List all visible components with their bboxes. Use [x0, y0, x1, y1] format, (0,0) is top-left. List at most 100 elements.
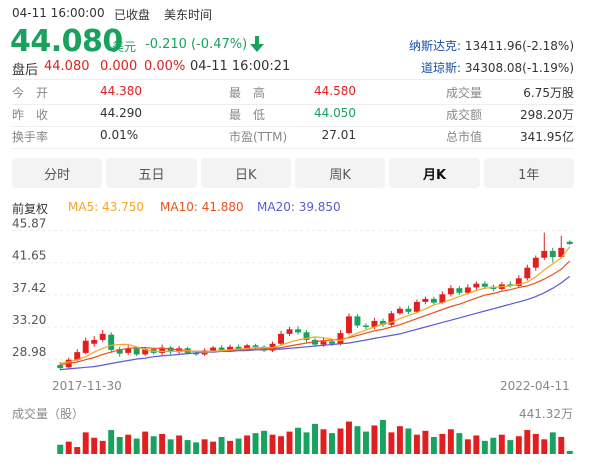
candle-body	[524, 267, 531, 279]
stat-label: 今 开	[12, 86, 49, 100]
after-hours-label: 盘后	[12, 63, 39, 78]
y-tick-label: 28.98	[12, 345, 46, 359]
y-tick-label: 41.65	[12, 249, 46, 263]
tab-period[interactable]: 五日	[106, 158, 197, 188]
volume-bar	[456, 433, 463, 454]
stat-label: 最 高	[229, 86, 266, 100]
volume-bar	[354, 426, 361, 454]
candle-body	[244, 345, 251, 350]
volume-bar	[490, 437, 497, 454]
volume-bar	[210, 441, 217, 454]
volume-bar	[133, 438, 140, 454]
volume-bar	[184, 440, 191, 454]
tab-period[interactable]: 日K	[200, 158, 291, 188]
volume-bar	[430, 437, 437, 454]
volume-bar	[532, 433, 539, 454]
candle-body	[473, 283, 480, 288]
divider	[12, 104, 574, 105]
volume-bar	[159, 433, 166, 454]
candle-body	[159, 347, 166, 353]
candle-body	[396, 308, 403, 314]
candle-body	[532, 257, 539, 268]
volume-bar	[261, 430, 268, 454]
candle-body	[125, 348, 132, 353]
candle-body	[210, 347, 217, 351]
x-start-label: 2017-11-30	[52, 379, 122, 393]
candle-body	[303, 332, 310, 340]
candle-body	[566, 241, 573, 245]
index-nasdaq[interactable]: 纳斯达克: 13411.96(-2.18%)	[409, 37, 574, 54]
volume-bar	[108, 430, 115, 454]
volume-bar	[176, 435, 183, 454]
stat-value: 44.290	[100, 106, 142, 120]
volume-bar	[57, 444, 64, 454]
tab-period[interactable]: 1年	[483, 158, 574, 188]
stat-label: 成交额	[446, 108, 483, 122]
last-price: 44.080	[10, 24, 123, 59]
volume-bar	[558, 437, 565, 454]
ma5-line	[60, 246, 571, 365]
tab-period[interactable]: 分时	[12, 158, 103, 188]
after-hours-change: 0.000	[100, 59, 138, 74]
volume-bar	[227, 440, 234, 454]
volume-bar	[464, 439, 471, 454]
candle-body	[235, 346, 242, 350]
stat-value: 44.380	[100, 84, 142, 98]
volume-bar	[278, 436, 285, 454]
volume-bar	[150, 436, 157, 454]
volume-bar	[362, 431, 369, 454]
volume-bar	[413, 434, 420, 454]
candle-body	[541, 250, 548, 258]
volume-bar	[345, 421, 352, 454]
volume-bar	[422, 430, 429, 454]
volume-bar	[405, 428, 412, 454]
down-arrow-icon	[250, 36, 264, 52]
index-dow[interactable]: 道琼斯: 34308.08(-1.19%)	[421, 59, 574, 76]
after-hours-price: 44.080	[44, 59, 90, 74]
volume-bar	[167, 439, 174, 454]
candle-body	[422, 298, 429, 302]
ma20-legend: MA20: 39.850	[257, 200, 341, 214]
stat-label: 换手率	[12, 130, 49, 144]
volume-bar	[82, 432, 89, 454]
index-name: 纳斯达克:	[409, 39, 462, 53]
volume-bar	[286, 431, 293, 454]
volume-bar	[439, 433, 446, 454]
volume-bar	[142, 431, 149, 454]
stat-value: 44.050	[314, 106, 356, 120]
volume-bar	[295, 427, 301, 454]
y-tick-label: 33.20	[12, 313, 46, 327]
candle-body	[133, 348, 140, 355]
volume-bar	[116, 437, 123, 454]
adjust-mode[interactable]: 前复权	[12, 202, 49, 216]
candle-body	[312, 339, 318, 345]
stat-value: 298.20万	[520, 108, 574, 122]
volume-label: 成交量（股）	[12, 407, 85, 421]
candle-body	[388, 313, 395, 325]
ma10-line	[60, 260, 571, 365]
volume-bar	[379, 420, 386, 454]
tab-period[interactable]: 周K	[294, 158, 386, 188]
candle-body	[108, 334, 115, 350]
candle-body	[57, 365, 64, 369]
candle-body	[337, 333, 344, 344]
stat-value: 6.75万股	[523, 86, 574, 100]
y-tick-label: 37.42	[12, 281, 46, 295]
candle-body	[82, 340, 89, 353]
market-status: 已收盘	[114, 8, 151, 22]
after-hours-pct: 0.00%	[144, 59, 186, 74]
volume-bar	[396, 426, 403, 454]
volume-bar	[388, 432, 395, 454]
volume-max-label: 441.32万	[519, 407, 573, 421]
ma10-legend: MA10: 41.880	[160, 200, 244, 214]
candle-body	[167, 347, 174, 353]
tab-period[interactable]: 月K	[389, 158, 480, 188]
stat-label: 昨 收	[12, 108, 49, 122]
volume-bar	[218, 437, 225, 454]
candle-body	[413, 301, 420, 312]
volume-bar	[269, 434, 276, 454]
candle-body	[362, 325, 369, 328]
stat-label: 成交量	[446, 86, 483, 100]
y-tick-label: 45.87	[12, 217, 46, 231]
